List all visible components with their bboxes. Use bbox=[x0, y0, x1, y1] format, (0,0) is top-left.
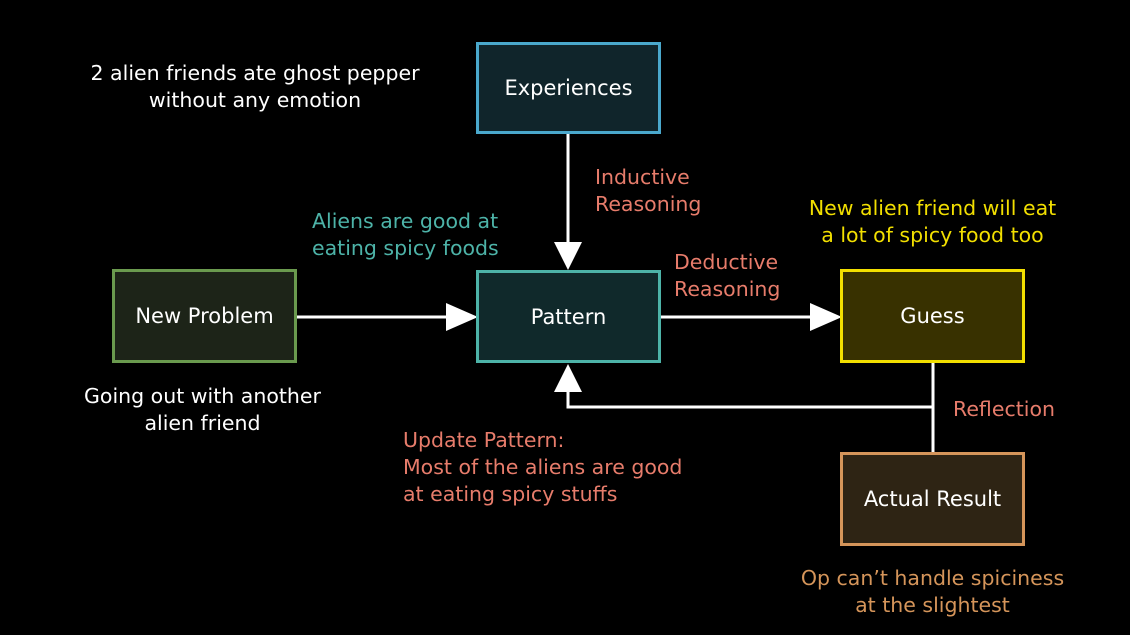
guess-box: Guess bbox=[840, 269, 1025, 363]
deductive-reasoning-label: Deductive Reasoning bbox=[674, 250, 781, 301]
actual-result-box: Actual Result bbox=[840, 452, 1025, 546]
pattern-label: Pattern bbox=[530, 304, 607, 329]
new-problem-label: New Problem bbox=[135, 304, 274, 328]
arrowhead-right-pattern bbox=[446, 303, 478, 331]
new-problem-box: New Problem bbox=[112, 269, 297, 363]
feedback-line bbox=[566, 392, 933, 409]
result-note: Op can’t handle spiciness at the slighte… bbox=[800, 566, 1065, 617]
inductive-reasoning-label: Inductive Reasoning bbox=[595, 165, 702, 216]
pattern-box: Pattern bbox=[476, 270, 661, 363]
pattern-note: Aliens are good at eating spicy foods bbox=[312, 209, 499, 260]
experience-note: 2 alien friends ate ghost pepper without… bbox=[90, 61, 420, 112]
experiences-label: Experiences bbox=[504, 76, 633, 100]
guess-note: New alien friend will eat a lot of spicy… bbox=[808, 196, 1057, 247]
reflection-label: Reflection bbox=[953, 397, 1055, 421]
arrowhead-up bbox=[554, 364, 582, 392]
experiences-box: Experiences bbox=[476, 42, 661, 134]
problem-note: Going out with another alien friend bbox=[84, 384, 321, 435]
actual-result-label: Actual Result bbox=[863, 487, 1002, 511]
arrowhead-down bbox=[554, 242, 582, 270]
update-pattern-note: Update Pattern: Most of the aliens are g… bbox=[403, 428, 683, 506]
guess-label: Guess bbox=[900, 304, 965, 328]
arrowhead-right-guess bbox=[810, 303, 842, 331]
